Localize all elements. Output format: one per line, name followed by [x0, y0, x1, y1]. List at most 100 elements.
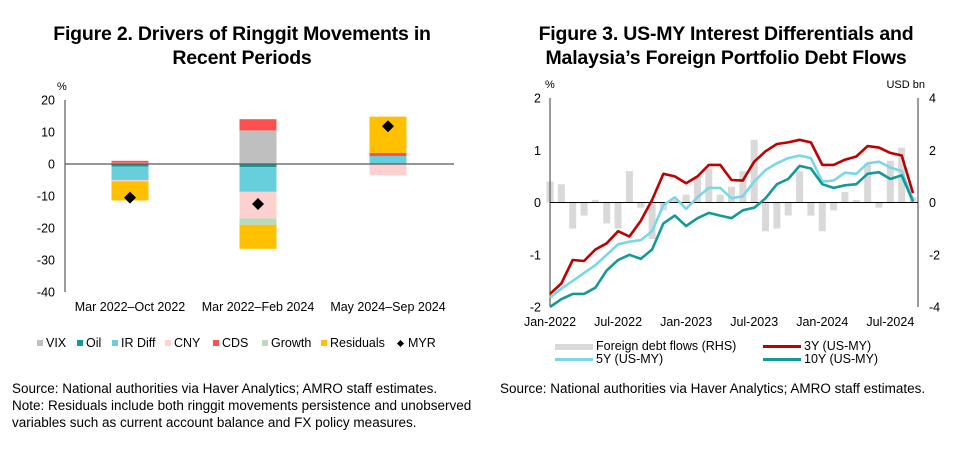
- y-right-tick-label: 0: [929, 196, 936, 210]
- legend-swatch: [77, 340, 83, 346]
- bar-segment-cds: [369, 152, 407, 156]
- debt-flow-bar: [625, 171, 633, 203]
- legend-swatch: [262, 340, 268, 346]
- bar-segment-cny: [369, 164, 407, 176]
- legend-item-10y: 10Y (US-MY): [763, 353, 878, 366]
- myr-marker: [382, 120, 394, 133]
- debt-flow-bar: [852, 199, 860, 203]
- x-tick-label: May 2024–Sep 2024: [330, 300, 445, 314]
- legend-swatch: [37, 340, 43, 346]
- legend-label: Growth: [271, 336, 312, 350]
- y-tick-label: 10: [41, 126, 55, 140]
- y-left-unit: %: [545, 79, 555, 91]
- debt-flow-bar: [557, 184, 565, 203]
- y-left-tick-label: 0: [534, 196, 541, 210]
- figure-3-title-line1: Figure 3. US-MY Interest Differentials a…: [538, 23, 914, 45]
- debt-flow-bar: [580, 202, 588, 216]
- x-tick-label: Jan-2023: [660, 315, 712, 329]
- legend-label: Foreign debt flows (RHS): [596, 339, 737, 353]
- legend-item-growth: Growth: [262, 336, 311, 350]
- y-left-tick-label: -1: [530, 248, 541, 262]
- legend-swatch: [165, 340, 171, 346]
- debt-flow-bar: [762, 202, 770, 232]
- debt-flow-bar: [796, 171, 804, 203]
- bar-segment-ir-diff: [369, 156, 407, 164]
- y-left-tick-label: 1: [534, 144, 541, 158]
- debt-flow-bar: [614, 202, 622, 229]
- debt-flow-bar: [739, 171, 747, 203]
- y-right-tick-label: 4: [929, 92, 936, 106]
- x-tick-label: Mar 2022–Feb 2024: [202, 300, 315, 314]
- legend-swatch: [321, 340, 327, 346]
- debt-flow-bar: [637, 202, 645, 208]
- debt-flow-bar: [603, 202, 611, 224]
- series-line-3y: [549, 138, 915, 295]
- bar-segment-ir-diff: [239, 167, 277, 192]
- legend-item-cny: CNY: [165, 336, 200, 350]
- bar-segment-residuals: [239, 224, 277, 249]
- debt-flow-bar: [875, 202, 883, 208]
- figure-2-title: Figure 2. Drivers of Ringgit Movements i…: [0, 22, 484, 70]
- y-tick-label: -10: [37, 190, 55, 204]
- debt-flow-bar: [773, 202, 781, 229]
- y-tick-label: -30: [37, 254, 55, 268]
- bar-segment-oil: [239, 164, 277, 168]
- x-tick-label: Jan-2024: [796, 315, 848, 329]
- y-tick-label: -40: [37, 286, 55, 300]
- x-tick-label: Jul-2024: [866, 315, 914, 329]
- legend-item-cds: CDS: [213, 336, 248, 350]
- legend-label: 10Y (US-MY): [804, 352, 879, 366]
- figure-2-chart: 20 10 0 -10 -20 -30 -40% Mar 2022–Oct 2022 Mar 2…: [37, 81, 454, 314]
- legend-item-5y: 5Y (US-MY): [555, 353, 663, 366]
- y-right-tick-label: -4: [929, 301, 940, 315]
- debt-flow-bar: [671, 199, 679, 203]
- legend-label: CNY: [174, 336, 201, 350]
- figure-2-source: Source: National authorities via Haver A…: [12, 381, 438, 396]
- y-left-tick-label: 2: [534, 92, 541, 106]
- figure-3-chart: 2 1 0 -1 -2 4 2 0 -2 -4% USD bn Jan-2022 Jul-2022 Jan…: [524, 79, 940, 329]
- figure-2-title-line1: Figure 2. Drivers of Ringgit Movements i…: [53, 23, 431, 45]
- legend-label: IR Diff: [121, 336, 156, 350]
- debt-flow-bar: [864, 163, 872, 203]
- bar-segment-ir-diff: [111, 166, 149, 180]
- bar-segment-growth: [239, 218, 277, 225]
- debt-flow-bar: [591, 199, 599, 203]
- bar-segment-residuals: [111, 181, 149, 201]
- debt-flow-bar: [830, 202, 838, 211]
- figure-3-title: Figure 3. US-MY Interest Differentials a…: [484, 22, 968, 70]
- y-axis-unit: %: [57, 81, 67, 93]
- legend-label: MYR: [408, 336, 436, 350]
- x-tick-label: Jan-2022: [524, 315, 576, 329]
- debt-flow-bar: [693, 176, 701, 203]
- legend-item-residuals: Residuals: [321, 336, 385, 350]
- legend-item-3y: 3Y (US-MY): [763, 340, 871, 353]
- legend-label: 3Y (US-MY): [804, 339, 872, 353]
- y-tick-label: -20: [37, 222, 55, 236]
- legend-item-oil: Oil: [77, 336, 101, 350]
- legend-swatch: [763, 345, 801, 348]
- debt-flow-bar: [841, 192, 849, 203]
- legend-item-myr: MYR: [396, 336, 436, 350]
- debt-flow-bar: [716, 194, 724, 203]
- legend-label: 5Y (US-MY): [596, 352, 664, 366]
- legend-item-foreign: Foreign debt flows (RHS): [555, 340, 736, 353]
- legend-label: Residuals: [330, 336, 385, 350]
- y-tick-label: 20: [41, 94, 55, 108]
- debt-flow-bar: [648, 202, 656, 240]
- series-line-5y: [549, 154, 915, 299]
- debt-flow-bar: [569, 202, 577, 229]
- figure-3-title-line2: Malaysia’s Foreign Portfolio Debt Flows: [545, 47, 907, 69]
- figure-2-notes: Source: National authorities via Haver A…: [12, 380, 482, 431]
- legend-label: VIX: [46, 336, 67, 350]
- y-left-tick-label: -2: [530, 301, 541, 315]
- legend-swatch: [213, 340, 219, 346]
- figure-2-note: Note: Residuals include both ringgit mov…: [12, 398, 472, 430]
- legend-swatch: [112, 340, 118, 346]
- figure-2-title-line2: Recent Periods: [172, 47, 312, 69]
- bar-segment-vix: [111, 162, 149, 164]
- figure-3-notes: Source: National authorities via Haver A…: [500, 380, 960, 397]
- y-right-unit: USD bn: [886, 79, 925, 91]
- figure-3-source: Source: National authorities via Haver A…: [500, 381, 926, 396]
- debt-flow-bar: [807, 202, 815, 216]
- debt-flow-bar: [682, 194, 690, 203]
